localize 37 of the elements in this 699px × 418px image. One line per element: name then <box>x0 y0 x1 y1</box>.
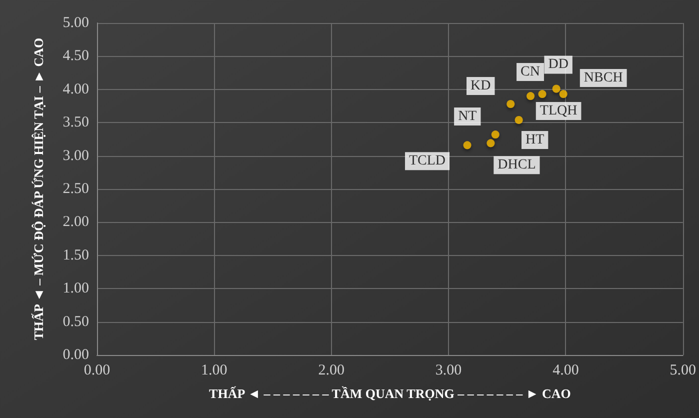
x-axis-title: THẤP ◄ – – – – – – – TẦM QUAN TRỌNG – – – – – – – ► CAO <box>209 386 571 401</box>
series-label: HT <box>525 132 545 148</box>
point <box>463 141 472 150</box>
series-label: NT <box>458 109 478 124</box>
y-tick-label: 2.50 <box>62 181 89 197</box>
series-label: TLQH <box>540 104 578 119</box>
series-label: DHCL <box>498 158 536 173</box>
point <box>538 90 546 98</box>
y-tick-label: 0.00 <box>62 347 89 363</box>
y-tick-label: 0.50 <box>62 314 89 330</box>
y-axis-title: THẤP ◄ – MỨC ĐỘ ĐÁP ỨNG HIỆN TẠI – ► CAO <box>31 38 46 340</box>
point <box>559 90 568 98</box>
series-label: DD <box>548 57 568 72</box>
x-tick-label: 1.00 <box>201 362 228 378</box>
point <box>514 116 523 124</box>
point <box>526 92 535 100</box>
x-tick-label: 4.00 <box>552 362 579 378</box>
x-tick-label: 3.00 <box>435 362 462 378</box>
x-tick-label: 2.00 <box>318 362 344 378</box>
y-tick-label: 4.00 <box>62 81 89 98</box>
y-tick-label: 3.50 <box>62 114 89 131</box>
y-tick-label: 1.00 <box>62 280 89 297</box>
x-tick-label: 5.00 <box>670 362 696 378</box>
y-tick-label: 3.00 <box>62 148 89 164</box>
point <box>506 100 515 108</box>
y-tick-label: 2.00 <box>62 214 89 230</box>
y-tick-label: 5.00 <box>62 15 89 31</box>
series-label: KD <box>470 78 491 94</box>
series-label: CN <box>520 64 540 80</box>
y-tick-label: 4.50 <box>62 48 89 64</box>
y-tick-label: 1.50 <box>62 247 89 264</box>
point <box>491 130 500 139</box>
x-tick-label: 0.00 <box>84 362 110 378</box>
point <box>486 139 495 148</box>
series-label: NBCH <box>584 70 623 86</box>
series-label: TCLD <box>408 154 446 169</box>
point <box>552 84 560 93</box>
